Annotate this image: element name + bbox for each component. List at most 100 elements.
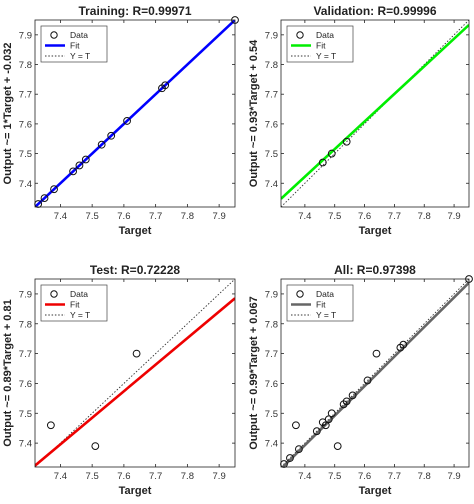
training-data-point <box>81 155 90 164</box>
all-data-point <box>327 409 336 418</box>
training-title: Training: R=0.99971 <box>78 4 191 18</box>
all-title: All: R=0.97398 <box>334 263 416 277</box>
all-data-point <box>342 397 351 406</box>
validation-y-tick-label: 7.6 <box>265 119 278 130</box>
all-axes-box <box>280 278 470 468</box>
test-data-point <box>46 421 55 430</box>
validation-y-tick-label: 7.9 <box>265 30 278 41</box>
validation-x-tick-label: 7.7 <box>388 211 401 222</box>
all-y-tick-label: 7.7 <box>265 349 278 360</box>
training-data-point <box>161 81 170 90</box>
validation-title: Validation: R=0.99996 <box>313 4 436 18</box>
validation-y-tick-label: 7.4 <box>265 179 278 190</box>
all-y-tick-label: 7.6 <box>265 379 278 390</box>
all-data-point <box>333 442 342 451</box>
validation-data-point <box>318 158 327 167</box>
training-y-tick-label: 7.7 <box>19 90 32 101</box>
all-x-tick-label: 7.9 <box>447 471 460 482</box>
validation-data-point <box>327 149 336 158</box>
test-y-tick-label: 7.8 <box>19 319 32 330</box>
test-fit-line <box>35 297 235 467</box>
all-data-point <box>324 415 333 424</box>
test-legend-label: Fit <box>70 300 80 310</box>
training-y-axis-label: Output ~= 1*Target + -0.032 <box>2 43 14 185</box>
test-x-tick-label: 7.5 <box>86 471 99 482</box>
training-data-point <box>50 185 58 194</box>
test-panel: 7.4 7.5 7.6 7.7 7.8 7.9 7.4 7.5 7.6 7.7 7.8 7.9 Test… <box>2 263 236 497</box>
validation-data-point <box>342 137 351 146</box>
training-data-point <box>75 161 84 170</box>
all-y-tick-label: 7.4 <box>265 439 278 450</box>
all-x-tick-label: 7.4 <box>298 471 311 482</box>
all-data-point <box>295 445 303 453</box>
all-x-tick-label: 7.8 <box>418 471 431 482</box>
all-data-point <box>280 460 288 468</box>
validation-y-tick-label: 7.7 <box>265 90 278 101</box>
test-legend-label: Y = T <box>70 310 90 320</box>
training-x-tick-label: 7.4 <box>54 211 67 222</box>
test-data-point <box>132 349 141 358</box>
all-y-axis-label: Output ~= 0.99*Target + 0.067 <box>248 296 260 450</box>
training-y-tick-label: 7.5 <box>19 149 32 160</box>
training-y-tick-label: 7.9 <box>19 30 32 41</box>
all-data-point <box>399 340 408 349</box>
validation-legend-data-marker <box>296 31 304 39</box>
training-legend-data-marker <box>50 31 58 39</box>
all-legend-label: Fit <box>316 300 326 310</box>
training-legend-label: Y = T <box>70 51 90 61</box>
training-y-tick-label: 7.4 <box>19 179 32 190</box>
validation-x-axis-label: Target <box>359 225 392 237</box>
test-title: Test: R=0.72228 <box>90 263 180 277</box>
training-y-tick-label: 7.6 <box>19 119 32 130</box>
training-legend-label: Fit <box>70 41 80 51</box>
all-data-point <box>372 349 381 358</box>
test-y-tick-label: 7.5 <box>19 409 32 420</box>
training-x-tick-label: 7.5 <box>86 211 99 222</box>
all-data-point <box>348 391 357 400</box>
validation-x-tick-label: 7.5 <box>328 211 341 222</box>
training-x-tick-label: 7.7 <box>149 211 162 222</box>
all-identity-line <box>281 279 469 467</box>
test-legend-label: Data <box>70 289 88 299</box>
training-axes-box <box>34 19 236 208</box>
all-panel: 7.4 7.5 7.6 7.7 7.8 7.9 7.4 7.5 7.6 7.7 7.8 7.9 All:… <box>248 263 473 497</box>
test-y-tick-label: 7.6 <box>19 379 32 390</box>
all-y-tick-label: 7.8 <box>265 319 278 330</box>
all-y-tick-label: 7.9 <box>265 289 278 300</box>
all-data-point <box>286 454 294 462</box>
validation-legend-label: Fit <box>316 41 326 51</box>
test-y-tick-label: 7.9 <box>19 289 32 300</box>
training-fit-line <box>35 20 235 207</box>
test-legend-data-marker <box>50 290 58 298</box>
all-legend-label: Y = T <box>316 310 336 320</box>
all-data-point <box>321 421 330 430</box>
all-data-point <box>292 421 300 430</box>
test-x-tick-label: 7.4 <box>54 471 67 482</box>
validation-x-tick-label: 7.6 <box>358 211 371 222</box>
all-legend-data-marker <box>296 290 304 298</box>
validation-fit-line <box>281 23 469 200</box>
training-x-axis-label: Target <box>119 225 152 237</box>
validation-axes-box <box>280 19 470 208</box>
training-data-point <box>69 167 77 176</box>
training-x-tick-label: 7.6 <box>117 211 130 222</box>
all-x-tick-label: 7.5 <box>328 471 341 482</box>
validation-legend-label: Y = T <box>316 51 336 61</box>
all-legend-label: Data <box>316 289 334 299</box>
test-identity-line <box>35 279 235 467</box>
test-x-axis-label: Target <box>119 485 152 497</box>
training-data-point <box>97 140 106 149</box>
test-x-tick-label: 7.6 <box>117 471 130 482</box>
all-x-tick-label: 7.6 <box>358 471 371 482</box>
training-data-point <box>40 194 49 202</box>
all-data-point <box>312 427 321 436</box>
validation-y-axis-label: Output ~= 0.93*Target + 0.54 <box>248 39 260 187</box>
test-axes-box <box>34 278 236 468</box>
test-x-tick-label: 7.7 <box>149 471 162 482</box>
test-y-axis-label: Output ~= 0.89*Target + 0.81 <box>2 299 14 446</box>
